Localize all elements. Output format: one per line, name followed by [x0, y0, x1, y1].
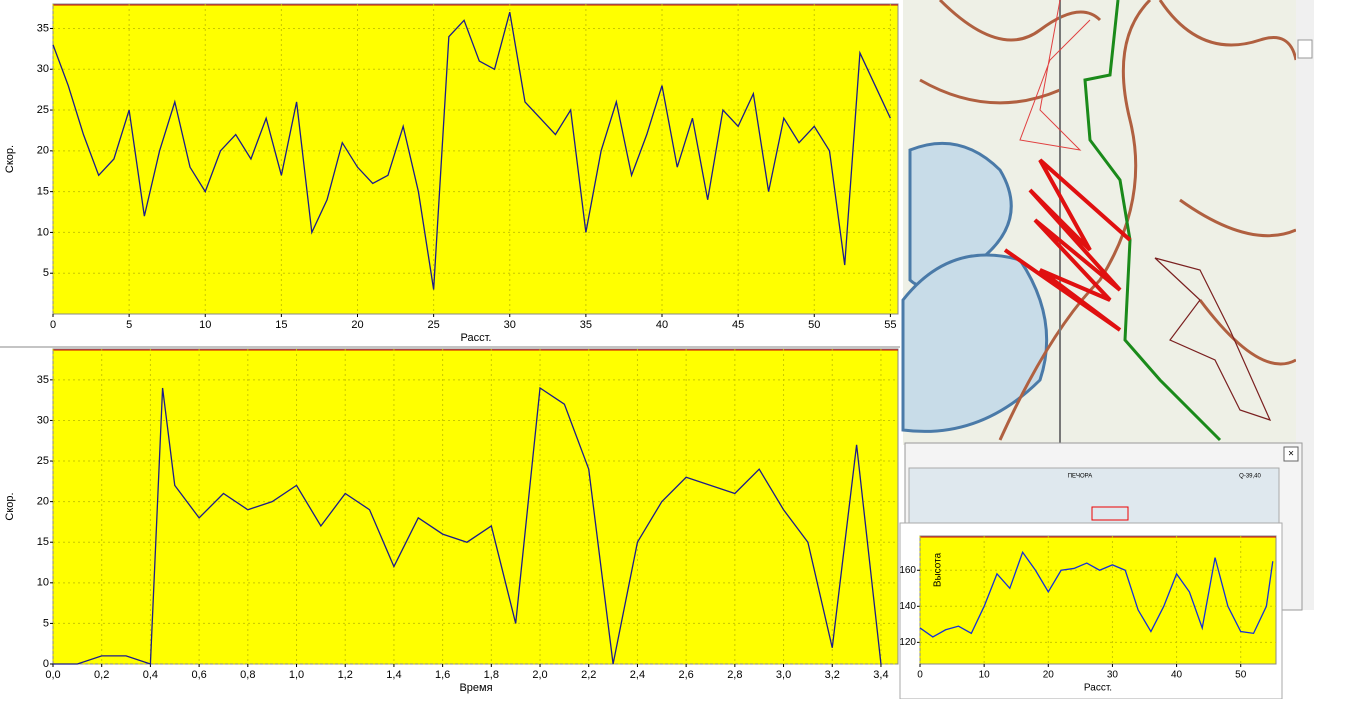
- scroll-thumb[interactable]: [1297, 39, 1313, 59]
- y-axis-label: Скор.: [4, 145, 16, 173]
- x-tick-label: 2,2: [581, 669, 596, 681]
- x-tick-label: 20: [1043, 670, 1055, 681]
- x-tick-label: 45: [732, 319, 744, 331]
- x-tick-label: 2,6: [678, 669, 693, 681]
- y-tick-label: 25: [37, 104, 49, 116]
- y-tick-label: 140: [899, 601, 916, 612]
- chart: 0 5 10 15 20 25 30 35 0,0 0,2 0,4 0,6 0,8 1,0 1,2 1,4 1,…: [4, 348, 899, 694]
- x-tick-label: 2,8: [727, 669, 742, 681]
- x-tick-label: 50: [1235, 670, 1247, 681]
- y-tick-label: 10: [37, 226, 49, 238]
- x-tick-label: 0,8: [240, 669, 255, 681]
- y-tick-label: 20: [37, 496, 49, 508]
- x-tick-label: 0,4: [143, 669, 158, 681]
- x-tick-label: 0,0: [45, 669, 60, 681]
- x-tick-label: 3,4: [873, 669, 888, 681]
- x-tick-label: 10: [979, 670, 991, 681]
- x-tick-label: 35: [580, 319, 592, 331]
- lake: [901, 253, 1049, 433]
- y-axis-label: Скор.: [4, 492, 16, 520]
- close-button[interactable]: [1283, 446, 1299, 462]
- x-tick-label: 2,4: [630, 669, 645, 681]
- x-tick-label: 40: [656, 319, 668, 331]
- x-tick-label: 5: [126, 319, 132, 331]
- x-tick-label: 55: [884, 319, 896, 331]
- map-sheet-code: Q-39,40: [1239, 474, 1261, 480]
- plot-area: [52, 348, 899, 665]
- x-tick-label: 0,2: [94, 669, 109, 681]
- chart: 5 10 15 20 25 30 35 0 5 10 15 20 25 30 35 40 45 50 55 Расст…: [4, 3, 899, 344]
- x-tick-label: 0,6: [191, 669, 206, 681]
- track-thin: [1019, 0, 1091, 151]
- y-tick-label: 35: [37, 22, 49, 34]
- y-tick-label: 30: [37, 414, 49, 426]
- data-line: [53, 386, 882, 665]
- x-tick-label: 1,2: [338, 669, 353, 681]
- x-axis-label: Расст.: [1084, 683, 1112, 694]
- x-tick-label: 0: [917, 670, 923, 681]
- x-tick-label: 1,6: [435, 669, 450, 681]
- x-tick-label: 30: [504, 319, 516, 331]
- x-tick-label: 10: [199, 319, 211, 331]
- y-tick-label: 10: [37, 577, 49, 589]
- y-tick-label: 25: [37, 455, 49, 467]
- x-tick-label: 1,8: [484, 669, 499, 681]
- x-tick-label: 50: [808, 319, 820, 331]
- x-tick-label: 1,0: [289, 669, 304, 681]
- y-tick-label: 0: [43, 658, 49, 670]
- y-tick-label: 35: [37, 374, 49, 386]
- y-tick-label: 5: [43, 267, 49, 279]
- x-tick-label: 20: [351, 319, 363, 331]
- y-tick-label: 120: [899, 637, 916, 648]
- x-tick-label: 40: [1171, 670, 1183, 681]
- plot-area: [919, 535, 1277, 665]
- track-brown: [1154, 257, 1272, 421]
- plot-area: [52, 3, 899, 315]
- y-tick-label: 15: [37, 536, 49, 548]
- y-tick-label: 5: [43, 617, 49, 629]
- track-green: [1083, 0, 1222, 442]
- x-tick-label: 30: [1107, 670, 1119, 681]
- y-tick-label: 15: [37, 186, 49, 198]
- close-icon: ×: [1288, 449, 1294, 460]
- x-tick-label: 3,0: [776, 669, 791, 681]
- x-tick-label: 3,2: [825, 669, 840, 681]
- track-red: [1003, 158, 1132, 332]
- view-rect: [1091, 506, 1129, 521]
- contour: [919, 0, 1298, 366]
- x-tick-label: 1,4: [386, 669, 401, 681]
- contour: [998, 0, 1152, 441]
- map-sheet-title: ПЕЧОРА: [1068, 474, 1093, 480]
- y-axis-label: Высота: [933, 552, 944, 587]
- y-tick-label: 20: [37, 145, 49, 157]
- x-axis-label: Расст.: [461, 332, 492, 344]
- x-tick-label: 25: [428, 319, 440, 331]
- x-tick-label: 0: [50, 319, 56, 331]
- chart: 120 140 160 0 10 20 30 40 50 Расст. Высота: [899, 535, 1277, 694]
- data-line: [919, 550, 1274, 638]
- y-tick-label: 160: [899, 565, 916, 576]
- x-tick-label: 2,0: [532, 669, 547, 681]
- map: [901, 0, 1314, 610]
- data-line: [52, 11, 891, 290]
- y-tick-label: 30: [37, 63, 49, 75]
- x-axis-label: Время: [459, 682, 492, 694]
- map-thumb: [908, 467, 1280, 529]
- x-tick-label: 15: [275, 319, 287, 331]
